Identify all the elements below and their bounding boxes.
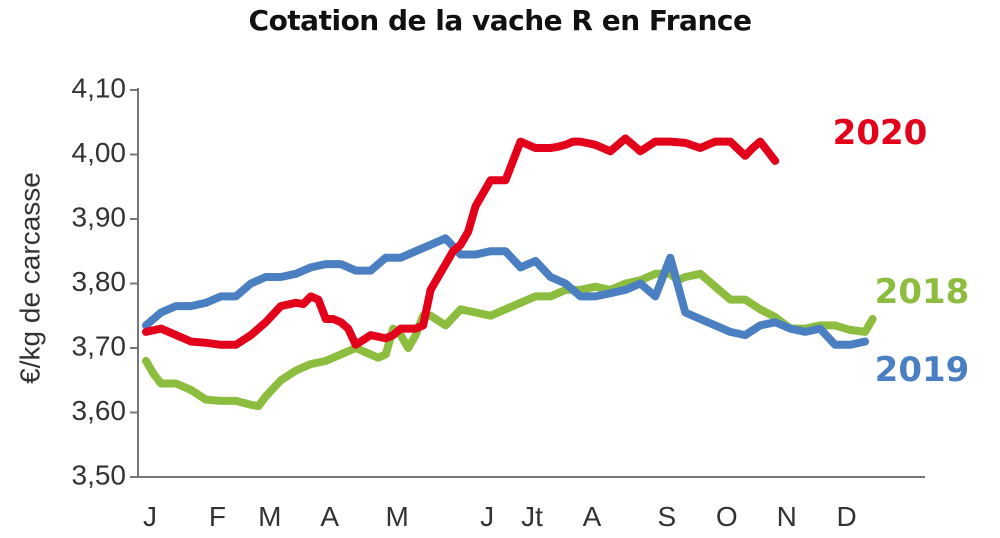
x-tick-label: N (777, 501, 797, 532)
x-tick-label: O (716, 501, 738, 532)
series-label-2020: 2020 (833, 113, 928, 153)
x-tick-label: S (657, 501, 676, 532)
x-tick-label: M (386, 501, 409, 532)
x-tick-label: Jt (521, 501, 543, 532)
y-axis-label: €/kg de carcasse (14, 172, 45, 384)
series-labels: 2020 2019 2018 (833, 113, 970, 390)
y-tick-label: 3,90 (72, 201, 127, 232)
x-tick-label: J (143, 501, 157, 532)
x-tick-label: A (320, 501, 339, 532)
series-label-2019: 2019 (875, 350, 970, 390)
chart-title: Cotation de la vache R en France (248, 4, 752, 37)
x-tick-labels: J F M A M J Jt A S O N D (143, 501, 857, 532)
series-lines (142, 134, 877, 411)
x-tick-label: J (480, 501, 494, 532)
series-line-2020 (142, 134, 780, 349)
series-line-2018 (142, 269, 877, 411)
y-tick-label: 4,00 (72, 137, 127, 168)
y-tick-label: 3,80 (72, 266, 127, 297)
x-tick-label: M (258, 501, 281, 532)
x-tick-label: A (583, 501, 602, 532)
y-tick-label: 3,60 (72, 395, 127, 426)
series-line-2019 (142, 234, 870, 349)
x-tick-label: F (209, 501, 226, 532)
x-tick-label: D (836, 501, 856, 532)
y-tick-label: 3,50 (72, 459, 127, 490)
series-label-2018: 2018 (875, 272, 970, 312)
y-tick-label: 3,70 (72, 330, 127, 361)
y-tick-labels: 3,50 3,60 3,70 3,80 3,90 4,00 4,10 (72, 72, 138, 490)
y-tick-label: 4,10 (72, 72, 127, 103)
